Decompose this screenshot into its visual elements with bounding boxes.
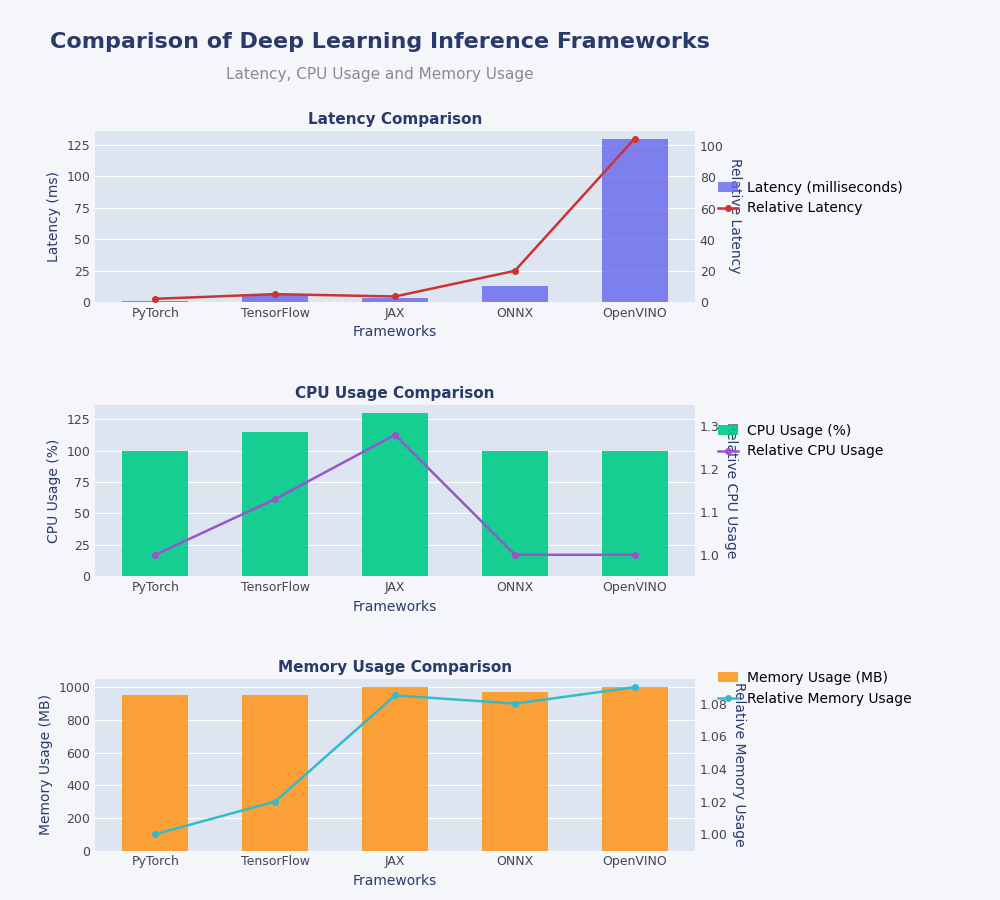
Y-axis label: Memory Usage (MB): Memory Usage (MB) — [39, 694, 53, 835]
Bar — [122, 696, 188, 850]
Y-axis label: Relative Memory Usage: Relative Memory Usage — [732, 682, 746, 847]
Title: Memory Usage Comparison: Memory Usage Comparison — [278, 660, 512, 675]
Y-axis label: CPU Usage (%): CPU Usage (%) — [47, 438, 61, 543]
Bar — [242, 432, 308, 576]
Bar — [482, 692, 548, 850]
Bar — [362, 298, 428, 302]
Bar — [122, 301, 188, 302]
Legend: CPU Usage (%), Relative CPU Usage: CPU Usage (%), Relative CPU Usage — [712, 418, 889, 464]
X-axis label: Frameworks: Frameworks — [353, 874, 437, 888]
Bar — [362, 413, 428, 576]
Title: Latency Comparison: Latency Comparison — [308, 112, 482, 127]
Legend: Memory Usage (MB), Relative Memory Usage: Memory Usage (MB), Relative Memory Usage — [712, 665, 917, 712]
Bar — [482, 451, 548, 576]
Text: Latency, CPU Usage and Memory Usage: Latency, CPU Usage and Memory Usage — [226, 68, 534, 83]
Y-axis label: Latency (ms): Latency (ms) — [47, 171, 61, 262]
X-axis label: Frameworks: Frameworks — [353, 325, 437, 339]
Y-axis label: Relative Latency: Relative Latency — [728, 158, 742, 274]
Bar — [362, 688, 428, 850]
Y-axis label: Relative CPU Usage: Relative CPU Usage — [724, 422, 738, 559]
X-axis label: Frameworks: Frameworks — [353, 599, 437, 614]
Title: CPU Usage Comparison: CPU Usage Comparison — [295, 386, 495, 400]
Bar — [602, 139, 668, 302]
Bar — [122, 451, 188, 576]
Bar — [602, 451, 668, 576]
Bar — [242, 696, 308, 850]
Bar — [482, 285, 548, 302]
Text: Comparison of Deep Learning Inference Frameworks: Comparison of Deep Learning Inference Fr… — [50, 32, 710, 51]
Bar — [602, 688, 668, 850]
Legend: Latency (milliseconds), Relative Latency: Latency (milliseconds), Relative Latency — [712, 175, 908, 221]
Bar — [242, 294, 308, 302]
